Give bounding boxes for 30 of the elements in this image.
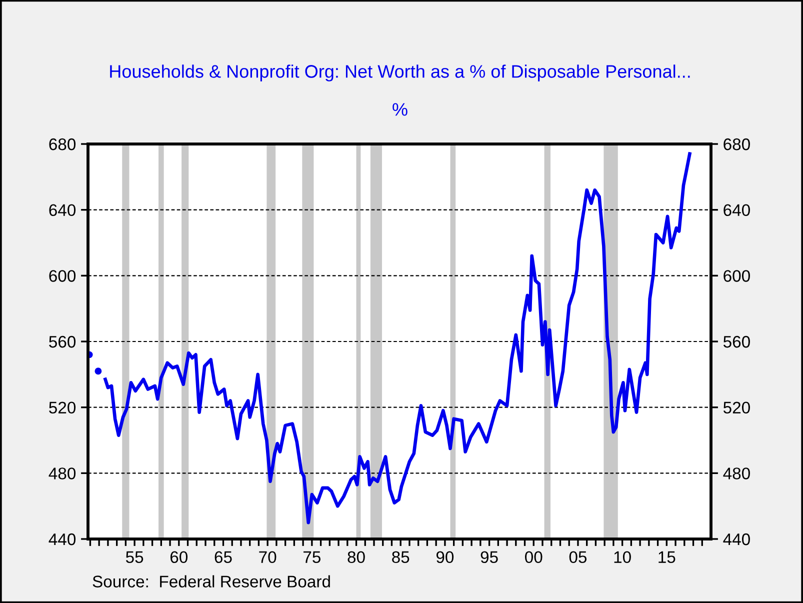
y-tick-label: 680 [49, 138, 76, 150]
x-tick-label: 80 [348, 551, 365, 564]
x-tick-label: 55 [126, 551, 144, 564]
x-tick-label: 60 [170, 551, 188, 564]
y2-tick-label: 600 [724, 270, 750, 282]
x-tick-label: 75 [304, 551, 320, 564]
y-tick-label: 560 [49, 336, 76, 348]
x-tick-label: 90 [436, 551, 454, 564]
y2-tick-label: 520 [723, 402, 750, 414]
x-tick-label: 85 [392, 551, 410, 564]
y2-tick-label: 560 [723, 336, 750, 348]
source-note: Source: Federal Reserve Board [92, 575, 330, 588]
y2-tick-label: 480 [723, 468, 750, 480]
x-tick-label: 15 [658, 551, 676, 564]
y2-tick-label: 680 [724, 138, 750, 150]
x-tick-label: 70 [259, 551, 276, 564]
x-tick-label: 10 [614, 551, 631, 564]
y2-tick-label: 640 [724, 204, 750, 216]
chart-title: Households & Nonprofit Org: Net Worth as a % of Disposable Personal... [110, 64, 690, 82]
x-tick-label: 95 [480, 551, 498, 564]
x-tick-label: 05 [569, 551, 587, 564]
y-tick-label: 640 [49, 204, 76, 216]
x-tick-label: 00 [525, 551, 542, 564]
x-tick-label: 65 [214, 551, 232, 564]
y-tick-label: 440 [48, 533, 76, 546]
y2-tick-label: 440 [723, 533, 750, 546]
y-tick-label: 600 [49, 270, 76, 282]
chart-subtitle: % [392, 103, 408, 116]
y-tick-label: 480 [48, 468, 76, 480]
y-tick-label: 520 [49, 402, 76, 414]
